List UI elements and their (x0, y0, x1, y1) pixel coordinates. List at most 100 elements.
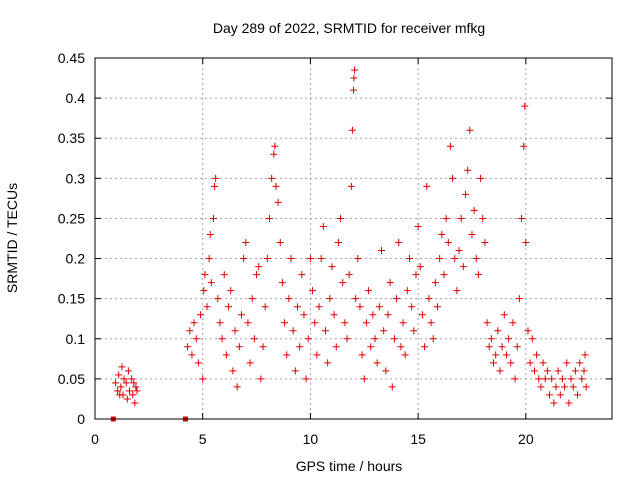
data-point (315, 303, 323, 311)
data-point (548, 375, 556, 383)
data-point (446, 142, 454, 150)
data-point (386, 279, 394, 287)
data-point (330, 311, 338, 319)
data-point (350, 86, 357, 94)
data-point (300, 311, 308, 319)
data-point (293, 303, 301, 311)
data-point (287, 255, 295, 263)
data-point (554, 367, 562, 375)
data-point (546, 391, 554, 399)
y-tick-label: 0.35 (58, 130, 85, 146)
data-point (479, 214, 487, 222)
data-point (369, 311, 377, 319)
data-point (214, 295, 222, 303)
data-point (455, 247, 463, 255)
data-point (118, 363, 126, 371)
x-tick-label: 5 (199, 431, 207, 447)
data-point (268, 174, 276, 182)
data-point (352, 295, 360, 303)
data-point (211, 182, 219, 190)
data-point (520, 142, 528, 150)
data-point (563, 359, 571, 367)
data-point (337, 214, 345, 222)
data-point (511, 375, 519, 383)
data-point (410, 327, 418, 335)
data-point (129, 391, 137, 399)
data-point (188, 351, 196, 359)
data-point (125, 387, 133, 395)
data-point (220, 271, 228, 279)
x-tick-label: 10 (303, 431, 319, 447)
data-point (197, 311, 205, 319)
x-axis-label: GPS time / hours (296, 458, 403, 474)
data-point (235, 343, 243, 351)
data-point (429, 335, 437, 343)
data-point (250, 335, 258, 343)
data-point (319, 222, 327, 230)
data-point (526, 359, 534, 367)
data-point (298, 271, 306, 279)
data-point (481, 239, 489, 247)
data-point (444, 239, 452, 247)
y-tick-label: 0 (77, 411, 85, 427)
data-point (128, 375, 136, 383)
data-point (442, 214, 450, 222)
data-point (124, 367, 132, 375)
data-point (470, 206, 478, 214)
data-point (416, 263, 424, 271)
y-tick-label: 0.05 (58, 371, 85, 387)
data-point (130, 379, 138, 387)
data-point (535, 375, 543, 383)
data-point (111, 379, 119, 387)
data-point (582, 383, 590, 391)
data-point (362, 319, 370, 327)
data-point (186, 327, 194, 335)
data-point (222, 351, 230, 359)
data-point (565, 399, 573, 407)
data-point (502, 351, 510, 359)
data-point (423, 182, 431, 190)
data-point (438, 230, 446, 238)
data-point (492, 351, 500, 359)
y-tick-label: 0.1 (66, 331, 86, 347)
data-point (283, 351, 291, 359)
data-point (132, 383, 140, 391)
data-point (451, 255, 459, 263)
data-point (311, 319, 319, 327)
data-point (576, 359, 584, 367)
data-point (216, 319, 224, 327)
data-point (115, 371, 123, 379)
data-point (205, 255, 213, 263)
data-point (253, 271, 261, 279)
data-point (257, 375, 265, 383)
data-point (453, 287, 461, 295)
data-point (581, 351, 589, 359)
data-point (347, 182, 355, 190)
y-tick-label: 0.3 (66, 170, 86, 186)
data-point (237, 311, 245, 319)
data-point (574, 391, 582, 399)
data-point (466, 126, 474, 134)
data-point (203, 303, 211, 311)
data-point (436, 255, 444, 263)
data-point (122, 379, 130, 387)
data-point (500, 311, 508, 319)
data-point (116, 391, 124, 399)
data-point (212, 174, 220, 182)
data-point (321, 327, 329, 335)
data-point (425, 295, 433, 303)
data-point (403, 287, 411, 295)
data-point (244, 319, 252, 327)
data-point (414, 222, 422, 230)
data-point (278, 279, 286, 287)
data-point (306, 255, 314, 263)
grid-lines (95, 58, 612, 419)
data-point (459, 263, 467, 271)
data-point (348, 126, 356, 134)
data-point (569, 383, 577, 391)
data-point (206, 230, 214, 238)
x-tick-label: 0 (91, 431, 99, 447)
data-point (365, 287, 373, 295)
data-point (207, 279, 215, 287)
